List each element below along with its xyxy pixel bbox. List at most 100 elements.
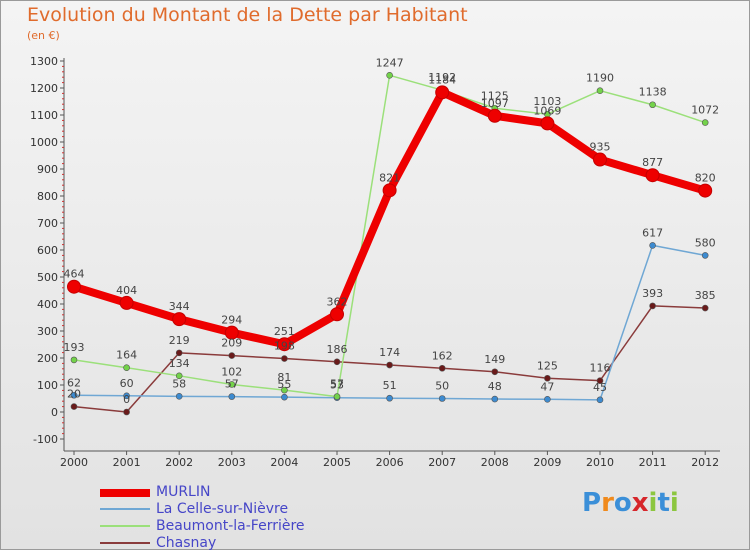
data-label: 162 xyxy=(432,349,453,362)
x-tick-label: 2001 xyxy=(113,456,141,469)
data-label: 149 xyxy=(484,353,505,366)
data-point xyxy=(386,72,393,79)
data-point xyxy=(386,361,393,369)
data-point xyxy=(701,119,709,126)
data-point xyxy=(333,393,341,400)
data-point xyxy=(701,252,709,259)
legend-swatch xyxy=(100,525,150,527)
y-tick-label: 1000 xyxy=(30,136,58,149)
data-label: 164 xyxy=(116,349,137,362)
data-label: 81 xyxy=(277,371,291,384)
data-label: 1138 xyxy=(639,86,667,99)
data-point xyxy=(596,377,604,384)
data-label: 1097 xyxy=(481,97,509,110)
data-point xyxy=(228,393,236,400)
data-point xyxy=(224,325,239,340)
x-tick-label: 2012 xyxy=(691,456,719,469)
data-label: 821 xyxy=(379,171,400,184)
x-tick-label: 2000 xyxy=(60,456,88,469)
x-tick-label: 2008 xyxy=(481,456,509,469)
data-label: 57 xyxy=(225,378,239,391)
legend-label: Beaumont-la-Ferrière xyxy=(156,518,305,534)
data-point xyxy=(701,304,709,312)
legend-label: Chasnay xyxy=(156,535,217,551)
data-point xyxy=(119,295,134,310)
y-tick-label: 1300 xyxy=(30,55,58,68)
y-tick-label: 800 xyxy=(37,190,58,203)
y-tick-label: 300 xyxy=(37,325,58,338)
data-label: 53 xyxy=(330,379,344,392)
data-point xyxy=(70,391,78,399)
data-label: 464 xyxy=(64,268,85,281)
data-label: 344 xyxy=(169,300,190,313)
data-point xyxy=(698,183,713,198)
legend-label: La Celle-sur-Nièvre xyxy=(156,501,289,517)
data-point xyxy=(438,395,446,402)
proxiti-logo: Proxiti xyxy=(582,488,679,518)
data-label: 62 xyxy=(67,376,81,389)
data-label: 935 xyxy=(590,141,611,154)
data-label: 404 xyxy=(116,284,137,297)
data-point xyxy=(70,403,78,410)
legend-label: MURLIN xyxy=(156,484,211,500)
data-point xyxy=(277,337,292,352)
data-label: 198 xyxy=(274,340,295,353)
data-label: 116 xyxy=(590,362,611,375)
y-tick-label: 400 xyxy=(37,298,58,311)
data-point xyxy=(175,393,183,400)
data-label: 1184 xyxy=(428,73,456,86)
data-point xyxy=(175,349,183,357)
data-label: 193 xyxy=(64,341,85,354)
data-point xyxy=(386,394,393,402)
data-label: 362 xyxy=(327,295,348,308)
data-label: 1125 xyxy=(481,89,509,102)
data-label: 45 xyxy=(593,381,607,394)
data-label: 60 xyxy=(120,377,134,390)
logo-letter: i xyxy=(648,488,658,518)
data-point xyxy=(281,355,288,362)
data-label: 385 xyxy=(695,289,716,302)
data-label: 174 xyxy=(379,346,400,359)
data-point xyxy=(435,85,450,100)
logo-letter: i xyxy=(669,488,679,518)
data-point xyxy=(382,183,397,198)
data-point xyxy=(330,307,344,322)
y-tick-label: 0 xyxy=(51,406,58,419)
data-label: 219 xyxy=(169,334,190,347)
data-label: 580 xyxy=(695,236,716,249)
data-label: 1069 xyxy=(533,104,561,117)
data-label: 820 xyxy=(695,172,716,185)
data-point xyxy=(487,108,502,123)
data-label: 1192 xyxy=(428,71,456,84)
data-point xyxy=(281,386,288,394)
data-point xyxy=(491,368,499,376)
y-tick-label: 500 xyxy=(37,271,58,284)
logo-letter: o xyxy=(613,488,632,518)
data-point xyxy=(491,395,499,403)
y-tick-label: 600 xyxy=(37,244,58,257)
y-tick-label: 1100 xyxy=(30,109,58,122)
y-tick-label: 1200 xyxy=(30,82,58,95)
legend-swatch xyxy=(100,489,150,497)
x-tick-label: 2005 xyxy=(323,456,351,469)
data-label: 1190 xyxy=(586,72,614,85)
data-label: 617 xyxy=(642,226,663,239)
x-tick-label: 2007 xyxy=(428,456,456,469)
data-label: 58 xyxy=(172,377,186,390)
data-point xyxy=(123,364,130,372)
data-label: 102 xyxy=(221,365,242,378)
data-point xyxy=(649,101,656,109)
data-label: 1072 xyxy=(691,104,719,117)
data-label: 393 xyxy=(642,287,663,300)
x-tick-label: 2003 xyxy=(218,456,246,469)
data-point xyxy=(70,356,78,364)
data-label: 48 xyxy=(488,380,502,393)
data-label: 294 xyxy=(221,314,242,327)
legend-swatch xyxy=(100,542,150,544)
x-tick-label: 2002 xyxy=(165,456,193,469)
data-label: 251 xyxy=(274,325,295,338)
x-tick-label: 2011 xyxy=(639,456,667,469)
y-tick-label: -100 xyxy=(33,433,58,446)
data-point xyxy=(596,396,604,404)
